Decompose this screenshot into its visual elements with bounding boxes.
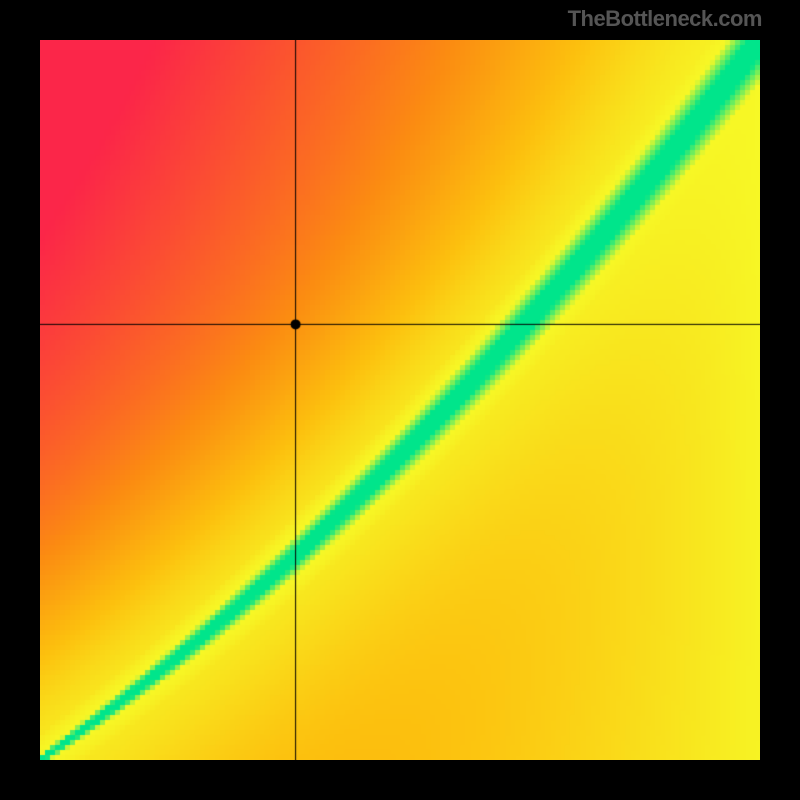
plot-area <box>40 40 760 760</box>
watermark-text: TheBottleneck.com <box>568 6 762 32</box>
heatmap-canvas <box>40 40 760 760</box>
chart-container: TheBottleneck.com <box>0 0 800 800</box>
